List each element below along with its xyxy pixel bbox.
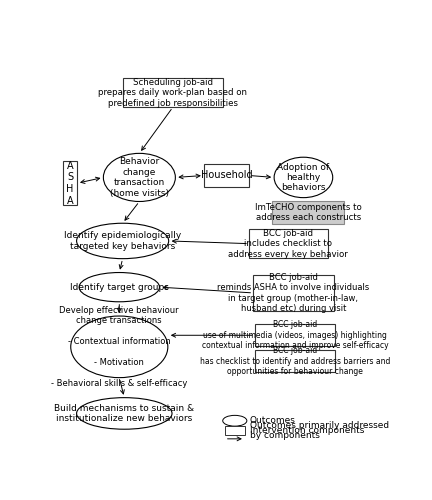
- Ellipse shape: [79, 272, 159, 302]
- Text: A
S
H
A: A S H A: [67, 161, 74, 206]
- Text: Adoption of
healthy
behaviors: Adoption of healthy behaviors: [277, 162, 330, 192]
- Ellipse shape: [76, 398, 172, 429]
- Text: ImTeCHO components to
address each constructs: ImTeCHO components to address each const…: [255, 203, 362, 222]
- Text: Build mechanisms to sustain &
institutionalize new behaviors: Build mechanisms to sustain & institutio…: [54, 404, 194, 423]
- Text: BCC job-aid
includes checklist to
address every key behavior: BCC job-aid includes checklist to addres…: [229, 228, 348, 258]
- Text: Outcomes primarily addressed
by components: Outcomes primarily addressed by componen…: [250, 421, 389, 440]
- FancyBboxPatch shape: [255, 350, 335, 372]
- FancyBboxPatch shape: [225, 426, 245, 435]
- Text: BCC job-aid
has checklist to identify and address barriers and
opportunities for: BCC job-aid has checklist to identify an…: [200, 346, 390, 376]
- FancyBboxPatch shape: [63, 161, 77, 206]
- Text: Outcomes: Outcomes: [250, 416, 296, 425]
- Text: Behavior
change
transaction
(home visits): Behavior change transaction (home visits…: [110, 158, 169, 198]
- Ellipse shape: [103, 154, 175, 202]
- FancyBboxPatch shape: [249, 229, 328, 258]
- FancyBboxPatch shape: [123, 78, 223, 107]
- FancyBboxPatch shape: [255, 324, 335, 346]
- Ellipse shape: [223, 416, 247, 426]
- Text: BCC job-aid
use of multimedia (videos, images) highlighting
contextual informati: BCC job-aid use of multimedia (videos, i…: [202, 320, 388, 350]
- Ellipse shape: [274, 157, 333, 198]
- Text: Identify target groups: Identify target groups: [70, 282, 169, 292]
- Text: Identify epidemiologically
targeted key behaviors: Identify epidemiologically targeted key …: [64, 231, 181, 250]
- Text: Scheduling job-aid
prepares daily work-plan based on
predefined job responsibili: Scheduling job-aid prepares daily work-p…: [98, 78, 248, 108]
- FancyBboxPatch shape: [253, 274, 334, 311]
- Ellipse shape: [76, 223, 168, 258]
- Ellipse shape: [71, 316, 168, 378]
- Text: Develop effective behaviour
change transactions

- Contextual information

- Mot: Develop effective behaviour change trans…: [51, 306, 187, 388]
- FancyBboxPatch shape: [204, 164, 249, 187]
- Text: Intervention components: Intervention components: [250, 426, 364, 435]
- Text: Household: Household: [200, 170, 252, 180]
- FancyBboxPatch shape: [273, 202, 344, 224]
- Text: BCC job-aid
reminds ASHA to involve individuals
in target group (mother-in-law,
: BCC job-aid reminds ASHA to involve indi…: [217, 273, 369, 313]
